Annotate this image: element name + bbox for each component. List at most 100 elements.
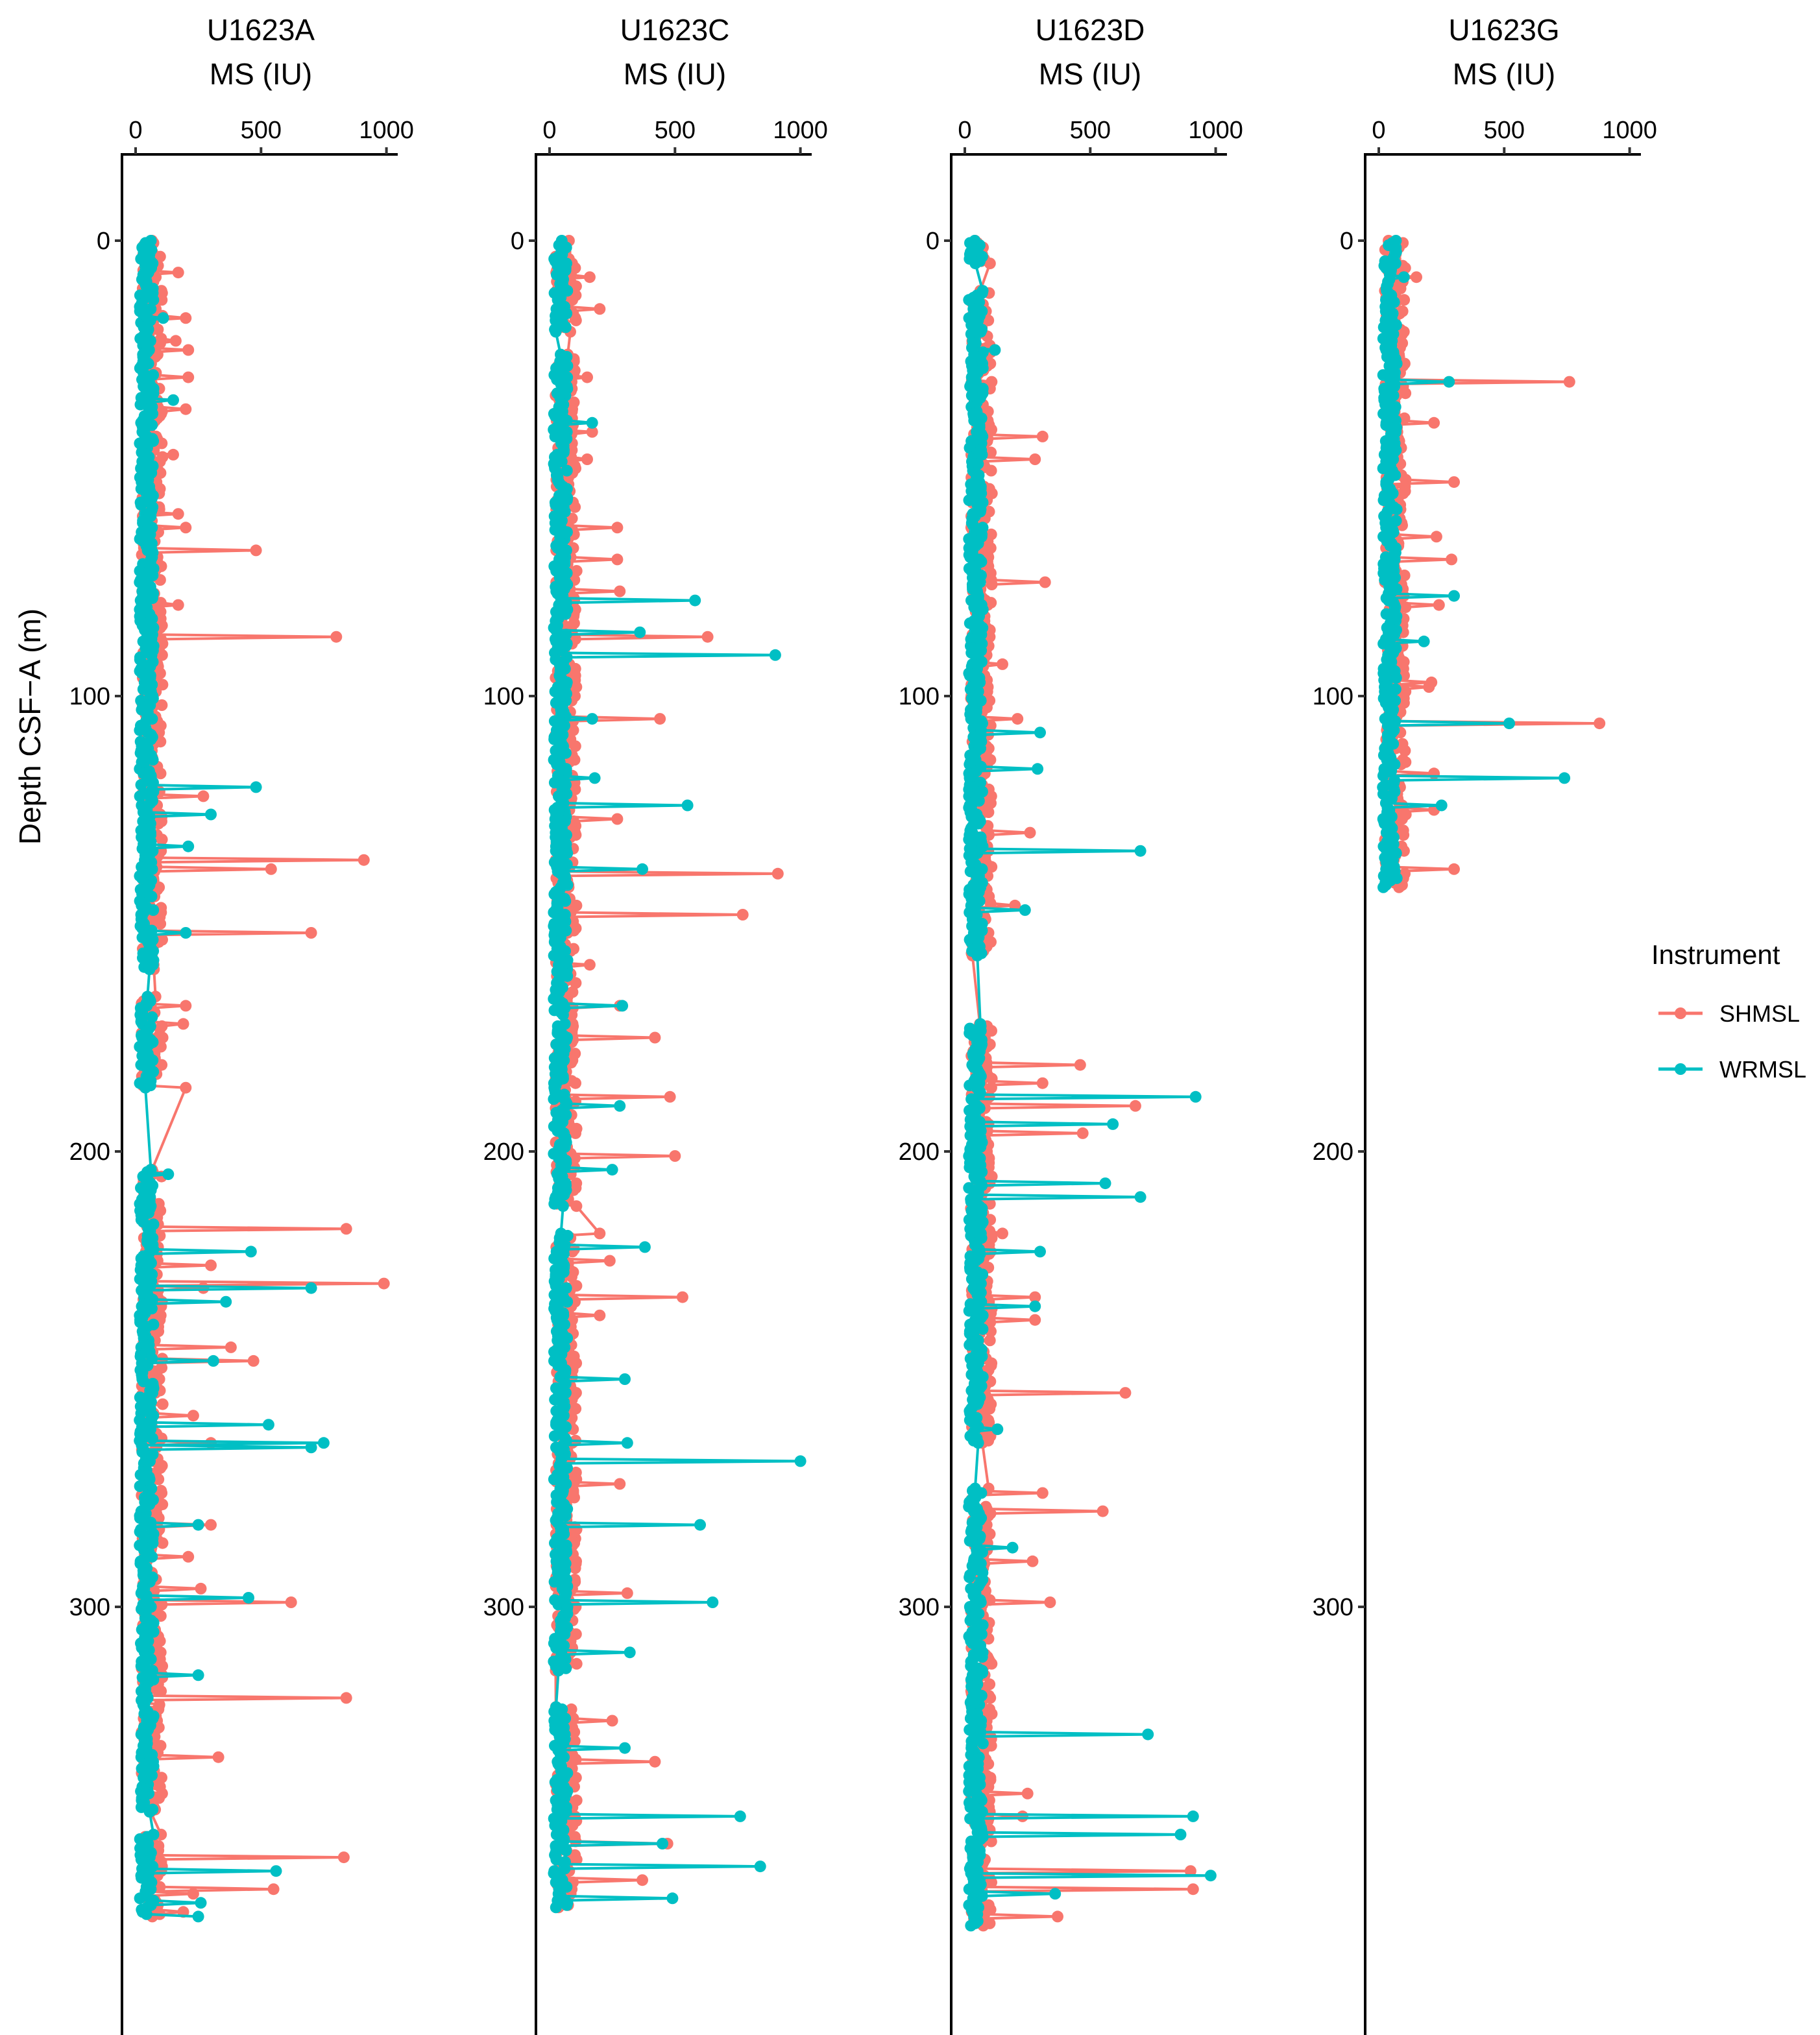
data-point bbox=[1443, 376, 1455, 388]
data-point bbox=[1411, 271, 1422, 283]
data-point bbox=[570, 977, 582, 989]
x-tick-label: 0 bbox=[958, 117, 971, 144]
data-point bbox=[145, 1653, 157, 1665]
data-point bbox=[1034, 1246, 1046, 1258]
data-point bbox=[212, 1751, 224, 1763]
data-point bbox=[195, 1582, 207, 1595]
data-point bbox=[559, 321, 572, 333]
data-point bbox=[694, 1519, 706, 1531]
data-point bbox=[138, 1375, 150, 1388]
x-axis-label: MS (IU) bbox=[624, 57, 726, 91]
data-point bbox=[1019, 904, 1031, 916]
data-point bbox=[1074, 1059, 1086, 1071]
x-tick-label: 1000 bbox=[359, 117, 414, 144]
data-point bbox=[586, 416, 598, 429]
data-point bbox=[606, 1164, 618, 1176]
data-point bbox=[1119, 1387, 1132, 1399]
data-point bbox=[666, 1892, 679, 1905]
data-point bbox=[155, 1685, 167, 1697]
data-point bbox=[134, 398, 147, 411]
data-point bbox=[305, 1282, 317, 1294]
data-point bbox=[220, 1295, 232, 1308]
data-point bbox=[180, 927, 192, 939]
data-point bbox=[192, 1910, 204, 1923]
data-point bbox=[205, 808, 217, 821]
data-point bbox=[637, 1874, 648, 1886]
x-tick-label: 0 bbox=[1372, 117, 1385, 144]
data-point bbox=[224, 1341, 237, 1353]
data-point bbox=[1026, 1555, 1039, 1567]
data-point bbox=[550, 1901, 562, 1914]
data-point bbox=[1024, 826, 1036, 839]
data-point bbox=[1503, 717, 1515, 730]
data-point bbox=[611, 553, 624, 566]
data-point bbox=[619, 1373, 631, 1385]
y-tick-label: 0 bbox=[926, 228, 940, 255]
data-point bbox=[986, 579, 998, 590]
data-point bbox=[172, 508, 184, 520]
y-tick-label: 0 bbox=[1340, 228, 1353, 255]
y-tick-label: 100 bbox=[899, 683, 940, 710]
x-tick-label: 1000 bbox=[1188, 117, 1243, 144]
x-tick-label: 500 bbox=[1484, 117, 1525, 144]
series-shmsl bbox=[965, 235, 1199, 1932]
data-point bbox=[561, 1899, 573, 1911]
data-point bbox=[1129, 1100, 1141, 1112]
data-point bbox=[969, 258, 982, 270]
data-point bbox=[358, 854, 370, 866]
data-point bbox=[156, 294, 168, 306]
data-point bbox=[689, 594, 701, 607]
data-point bbox=[638, 1241, 651, 1253]
series-shmsl bbox=[1379, 235, 1606, 893]
data-point bbox=[621, 1437, 633, 1449]
data-point bbox=[561, 858, 573, 871]
x-axis-label: MS (IU) bbox=[1453, 57, 1555, 91]
data-point bbox=[736, 909, 749, 921]
data-point bbox=[637, 863, 648, 875]
data-point bbox=[1044, 1596, 1056, 1608]
data-point bbox=[654, 713, 666, 725]
data-point bbox=[977, 1737, 989, 1750]
data-point bbox=[162, 1168, 175, 1181]
data-point bbox=[146, 592, 158, 605]
data-point bbox=[146, 1432, 158, 1445]
data-point bbox=[552, 1665, 564, 1677]
legend-item-shmsl: SHMSL bbox=[1658, 1000, 1800, 1027]
data-point bbox=[157, 312, 169, 324]
data-point bbox=[794, 1455, 807, 1467]
data-point bbox=[147, 294, 160, 306]
data-point bbox=[182, 371, 195, 383]
y-tick-label: 100 bbox=[69, 683, 110, 710]
data-point bbox=[205, 1519, 217, 1531]
data-point bbox=[1418, 635, 1430, 647]
data-point bbox=[754, 1860, 766, 1873]
data-point bbox=[152, 323, 164, 335]
series-wrmsl bbox=[134, 235, 330, 1923]
data-point bbox=[207, 1355, 219, 1367]
data-point bbox=[570, 314, 582, 326]
data-point bbox=[147, 1294, 158, 1306]
panel-title: U1623C bbox=[620, 13, 730, 47]
data-point bbox=[570, 1200, 583, 1212]
data-point bbox=[570, 1753, 582, 1766]
data-point bbox=[1012, 713, 1024, 725]
data-point bbox=[621, 1587, 633, 1599]
data-point bbox=[1036, 1487, 1049, 1499]
data-point bbox=[245, 1246, 257, 1258]
data-point bbox=[557, 1009, 569, 1021]
panel-title: U1623A bbox=[207, 13, 315, 47]
y-axis-label: Depth CSF−A (m) bbox=[13, 608, 47, 845]
data-point bbox=[1563, 376, 1575, 388]
y-tick-label: 300 bbox=[1313, 1594, 1353, 1621]
data-point bbox=[614, 1100, 626, 1112]
data-point bbox=[140, 1908, 152, 1920]
data-point bbox=[1430, 531, 1442, 543]
data-point bbox=[1049, 1888, 1062, 1900]
data-point bbox=[557, 1200, 569, 1212]
legend-title: Instrument bbox=[1651, 939, 1780, 970]
data-point bbox=[1435, 799, 1448, 812]
